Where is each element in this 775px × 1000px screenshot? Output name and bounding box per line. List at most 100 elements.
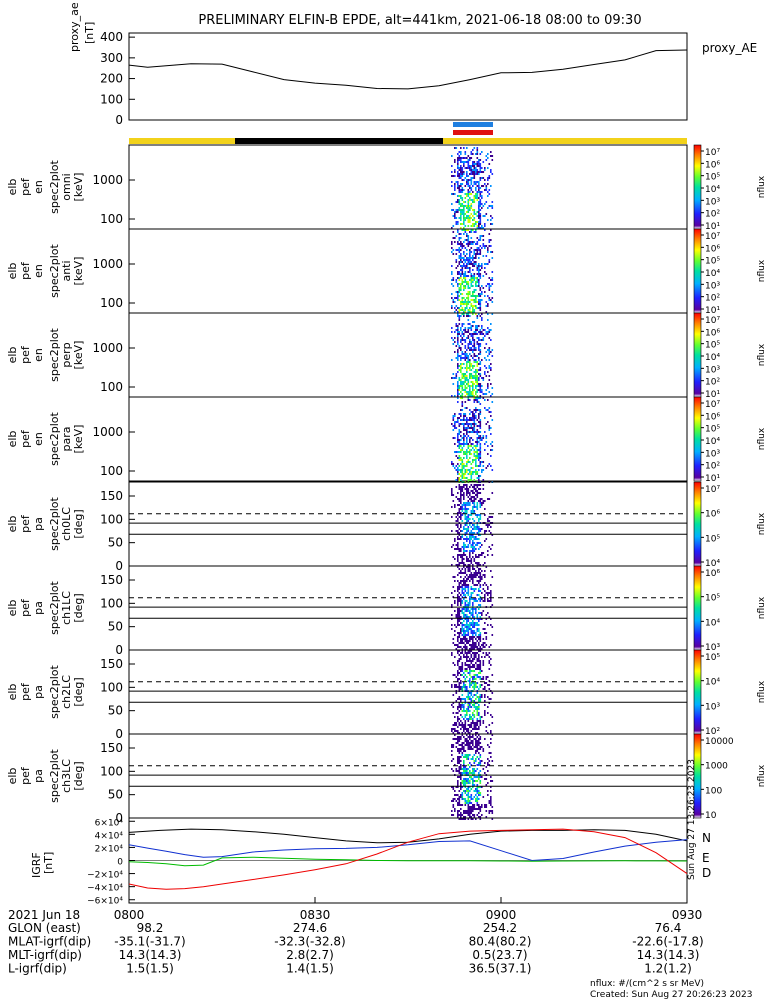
colorbar-tick-label: 10² — [705, 210, 720, 220]
igrf-lines — [128, 828, 688, 890]
spectrogram-pixel — [473, 716, 476, 718]
spectrogram-pixel — [461, 283, 464, 285]
spectrogram-pixel — [466, 794, 468, 796]
spectrogram-pixel — [481, 389, 483, 391]
spectrogram-pixel — [478, 349, 480, 351]
spectrogram-pixel — [464, 471, 467, 473]
spectrogram-pixel — [469, 636, 471, 638]
spectrogram-pixel — [454, 451, 456, 453]
spectrogram-pixel — [476, 377, 479, 379]
spectrogram-pixel — [479, 397, 482, 399]
spectrogram-pixel — [461, 383, 464, 385]
spectrogram-pixel — [476, 618, 479, 620]
spectrogram-pixel — [469, 409, 471, 411]
spectrogram-pixel — [460, 506, 462, 508]
spectrogram-pixel — [490, 790, 492, 792]
spectrogram-pixel — [451, 516, 453, 518]
spectrogram-pixel — [472, 163, 474, 165]
spectrogram-pixel — [458, 167, 461, 169]
spectrogram-pixel — [491, 634, 494, 636]
spectrogram-pixel — [460, 502, 462, 504]
spectrogram-pixel — [460, 287, 462, 289]
spectrogram-pixel — [481, 333, 483, 335]
spectrogram-pixel — [482, 688, 485, 690]
spectrogram-pixel — [472, 377, 474, 379]
spectrogram-pixel — [464, 309, 467, 311]
spectrogram-pixel — [473, 646, 476, 648]
spectrogram-pixel — [479, 199, 482, 201]
spectrogram-pixel — [475, 646, 477, 648]
spectrogram-pixel — [472, 808, 474, 810]
spectrogram-pixel — [461, 387, 464, 389]
colorbar-label: nflux — [757, 259, 767, 282]
spectrogram-pixel — [464, 255, 467, 257]
spectrogram-pixel — [467, 800, 470, 802]
spectrogram-pixel — [481, 439, 483, 441]
spectrogram-pixel — [466, 453, 468, 455]
spectrogram-pixel — [479, 546, 482, 548]
spectrogram-pixel — [452, 373, 455, 375]
spectrogram-pixel — [470, 644, 473, 646]
spectrogram-pixel — [457, 678, 459, 680]
spectrogram-pixel — [473, 608, 476, 610]
spectrogram-pixel — [467, 301, 470, 303]
spectrogram-pixel — [457, 548, 459, 550]
spectrogram-pixel — [451, 293, 453, 295]
spectrogram-pixel — [463, 728, 465, 730]
spectrogram-pixel — [475, 734, 477, 736]
spectrogram-pixel — [460, 814, 462, 816]
spectrogram-pixel — [460, 255, 462, 257]
spectrogram-pixel — [458, 237, 461, 239]
spectrogram-pixel — [484, 271, 486, 273]
spectrogram-pixel — [463, 616, 465, 618]
spectrogram-pixel — [464, 768, 467, 770]
spectrogram-pixel — [466, 379, 468, 381]
spectrogram-pixel — [469, 706, 471, 708]
ephemeris-value: 2.8(2.7) — [286, 948, 334, 962]
spectrogram-pixel — [457, 542, 459, 544]
spectrogram-pixel — [463, 419, 465, 421]
spectrogram-pixel — [475, 728, 477, 730]
spectrogram-pixel — [467, 175, 470, 177]
spectrogram-pixel — [485, 213, 488, 215]
spectrogram-pixel — [478, 339, 480, 341]
spectrogram-pixel — [469, 514, 471, 516]
spectrogram-pixel — [475, 471, 477, 473]
spectrogram-pixel — [478, 269, 480, 271]
spectrogram-pixel — [476, 281, 479, 283]
spectrogram-pixel — [464, 596, 467, 598]
spectrogram-pixel — [460, 395, 462, 397]
spectrogram-pixel — [466, 652, 468, 654]
y-tick-label: 100 — [100, 764, 123, 778]
spectrogram-pixel — [464, 728, 467, 730]
spectrogram-pixel — [484, 365, 486, 367]
spectrogram-pixel — [472, 153, 474, 155]
spectrogram-pixel — [457, 664, 459, 666]
spectrogram-pixel — [452, 642, 455, 644]
spectrogram-pixel — [469, 417, 471, 419]
spectrogram-pixel — [470, 463, 473, 465]
spectrogram-pixel — [463, 508, 465, 510]
spectrogram-pixel — [469, 696, 471, 698]
spectrogram-pixel — [473, 199, 476, 201]
spectrogram-pixel — [460, 772, 462, 774]
spectrogram-pixel — [464, 624, 467, 626]
spectrogram-pixel — [463, 812, 465, 814]
spectrogram-pixel — [472, 612, 474, 614]
spectrogram-pixel — [466, 618, 468, 620]
spectrogram-pixel — [460, 439, 462, 441]
spectrogram-pixel — [466, 207, 468, 209]
spectrogram-pixel — [478, 173, 480, 175]
spectrogram-pixel — [479, 700, 482, 702]
spectrogram-pixel — [473, 273, 476, 275]
igrf-legend-n: N — [702, 831, 711, 845]
spectrogram-pixel — [469, 353, 471, 355]
spectrogram-pixel — [461, 331, 464, 333]
spectrogram-pixel — [457, 536, 459, 538]
spectrogram-pixel — [461, 804, 464, 806]
spectrogram-pixel — [455, 297, 458, 299]
spectrogram-pixel — [473, 688, 476, 690]
spectrogram-pixel — [470, 532, 473, 534]
spectrogram-pixel — [476, 249, 479, 251]
